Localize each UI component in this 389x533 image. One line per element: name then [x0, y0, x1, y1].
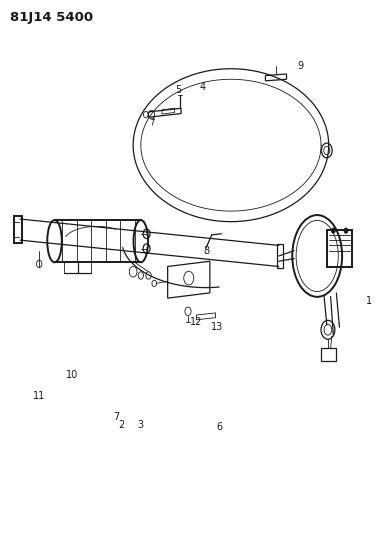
Text: 8: 8 — [203, 246, 209, 256]
Text: 1: 1 — [366, 296, 372, 306]
Text: 3: 3 — [138, 419, 144, 430]
Text: 81J14 5400: 81J14 5400 — [11, 11, 94, 23]
Circle shape — [344, 228, 348, 233]
Text: 10: 10 — [66, 369, 78, 379]
Text: 12: 12 — [190, 317, 203, 327]
Text: 13: 13 — [211, 322, 224, 332]
Text: 9: 9 — [297, 61, 303, 71]
Text: 6: 6 — [216, 422, 223, 432]
Text: 2: 2 — [119, 419, 125, 430]
Text: 7: 7 — [113, 412, 119, 422]
Text: 5: 5 — [175, 85, 182, 95]
Text: 11: 11 — [33, 391, 46, 401]
Text: 4: 4 — [199, 82, 205, 92]
Circle shape — [331, 228, 335, 233]
